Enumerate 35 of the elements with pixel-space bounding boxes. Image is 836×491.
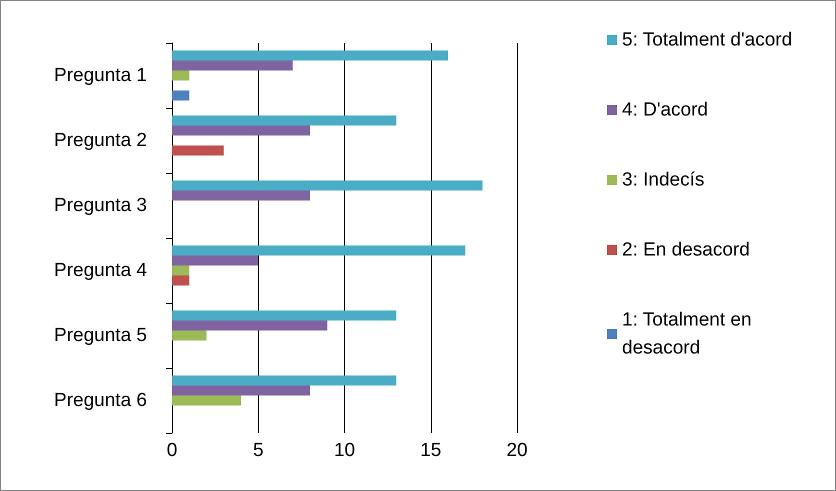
legend-label: 3: Indecís	[622, 170, 704, 190]
legend-label: 5: Totalment d'acord	[622, 30, 792, 50]
legend-label: 1: Totalment en desacord	[622, 310, 757, 358]
bar	[172, 320, 328, 330]
y-tick-label: Pregunta 2	[54, 130, 147, 151]
legend-label: 4: D'acord	[622, 100, 708, 120]
y-tick-label: Pregunta 1	[54, 65, 147, 86]
bar	[172, 60, 293, 70]
x-tick-label: 10	[334, 440, 356, 461]
bar	[172, 266, 190, 276]
bar	[172, 386, 310, 396]
bar	[172, 310, 396, 320]
bar	[172, 330, 206, 340]
bar	[172, 396, 241, 406]
bar	[172, 256, 258, 266]
bar	[172, 90, 190, 100]
x-tick-label: 5	[252, 440, 264, 461]
bar	[172, 376, 396, 386]
bar	[172, 126, 310, 136]
legend-label: 2: En desacord	[622, 240, 750, 260]
bar	[172, 246, 466, 256]
bar	[172, 180, 482, 190]
bar	[172, 146, 224, 156]
y-tick-label: Pregunta 5	[54, 325, 147, 346]
y-tick-label: Pregunta 6	[54, 390, 147, 411]
x-tick-label: 20	[506, 440, 528, 461]
bar	[172, 116, 396, 126]
y-tick-label: Pregunta 3	[54, 195, 147, 216]
bar	[172, 276, 190, 286]
bar	[172, 190, 310, 200]
y-tick-label: Pregunta 4	[54, 260, 148, 281]
bar	[172, 50, 448, 60]
x-tick-label: 0	[166, 440, 178, 461]
x-tick-label: 15	[420, 440, 442, 461]
bar	[172, 70, 190, 80]
